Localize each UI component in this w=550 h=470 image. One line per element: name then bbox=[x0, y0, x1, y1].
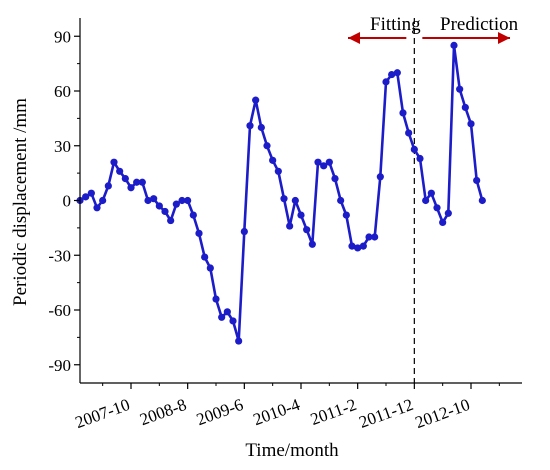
data-point bbox=[478, 196, 486, 205]
data-point bbox=[235, 337, 243, 345]
data-point bbox=[280, 195, 288, 203]
data-point bbox=[461, 103, 469, 112]
x-axis-title: Time/month bbox=[245, 440, 339, 461]
data-point bbox=[314, 158, 322, 166]
data-point bbox=[144, 196, 152, 205]
x-tick-label: 2008-8 bbox=[137, 395, 189, 429]
data-point bbox=[110, 158, 118, 166]
x-tick-label: 2007-10 bbox=[73, 395, 133, 432]
data-point bbox=[161, 207, 169, 216]
data-point bbox=[371, 233, 379, 241]
data-point bbox=[274, 167, 282, 175]
y-tick-label: 0 bbox=[63, 192, 72, 211]
series-line bbox=[79, 44, 484, 343]
data-point bbox=[99, 196, 107, 205]
axes: -90 -60 -30 0 30 60 90 2007-10 2008-8 2009-6 2010-… bbox=[48, 18, 522, 432]
data-point bbox=[257, 123, 265, 132]
data-point bbox=[405, 129, 413, 137]
data-point bbox=[439, 218, 447, 226]
data-point bbox=[229, 317, 237, 325]
data-point bbox=[167, 216, 175, 225]
data-point bbox=[121, 175, 129, 183]
prediction-arrow-head bbox=[498, 32, 510, 44]
x-tick-label: 2010-4 bbox=[251, 395, 303, 429]
data-point bbox=[303, 226, 311, 234]
annotations: Fitting Prediction bbox=[348, 14, 519, 44]
y-tick-label: -60 bbox=[48, 301, 71, 320]
x-tick-label: 2012-10 bbox=[413, 395, 473, 432]
data-point bbox=[410, 145, 418, 153]
x-tick-label: 2009-6 bbox=[194, 395, 246, 429]
data-point bbox=[473, 176, 481, 185]
y-tick-label: -90 bbox=[48, 356, 71, 375]
data-point bbox=[456, 85, 464, 93]
data-point bbox=[297, 211, 305, 219]
data-point bbox=[87, 189, 95, 197]
y-tick-label: -30 bbox=[48, 246, 71, 265]
data-point bbox=[286, 222, 294, 230]
data-point bbox=[393, 69, 401, 77]
data-point bbox=[263, 142, 271, 150]
data-point bbox=[189, 211, 197, 219]
data-point bbox=[133, 178, 141, 186]
data-point bbox=[444, 209, 452, 217]
data-point bbox=[184, 196, 192, 205]
y-axis-title: Periodic displacement /mm bbox=[10, 98, 31, 306]
data-point bbox=[382, 78, 390, 86]
data-point bbox=[308, 240, 316, 248]
data-point bbox=[433, 204, 441, 212]
data-point bbox=[240, 227, 248, 236]
y-tick-label: 30 bbox=[54, 137, 71, 156]
fitting-label: Fitting bbox=[370, 14, 421, 35]
y-tick-label: 90 bbox=[54, 27, 71, 46]
data-point bbox=[82, 193, 90, 201]
data-point bbox=[342, 211, 350, 219]
data-point bbox=[155, 202, 163, 210]
data-point bbox=[354, 244, 362, 252]
data-point bbox=[416, 154, 424, 163]
data-point bbox=[150, 195, 158, 203]
data-point bbox=[269, 156, 277, 164]
data-point bbox=[127, 184, 135, 192]
data-point bbox=[104, 182, 112, 190]
x-tick-label: 2011-12 bbox=[357, 395, 416, 432]
data-point bbox=[320, 162, 328, 170]
plot-area bbox=[76, 18, 486, 383]
data-point bbox=[201, 253, 209, 261]
prediction-label: Prediction bbox=[440, 14, 519, 35]
data-point bbox=[376, 173, 384, 181]
data-point bbox=[422, 196, 430, 205]
data-point bbox=[348, 242, 356, 250]
data-point bbox=[427, 189, 435, 197]
data-point bbox=[218, 313, 226, 321]
data-point bbox=[138, 178, 146, 186]
fitting-arrow-head bbox=[348, 32, 360, 44]
data-point bbox=[178, 196, 186, 205]
data-point bbox=[223, 308, 231, 316]
data-point bbox=[252, 96, 260, 104]
data-point bbox=[172, 200, 180, 208]
data-point bbox=[331, 175, 339, 183]
data-point bbox=[93, 204, 101, 212]
data-point bbox=[291, 196, 299, 205]
data-point bbox=[195, 229, 203, 237]
data-point bbox=[388, 70, 396, 79]
data-point bbox=[116, 167, 124, 175]
data-point bbox=[337, 196, 345, 205]
data-point bbox=[212, 295, 220, 303]
x-tick-label: 2011-2 bbox=[308, 395, 359, 429]
data-point bbox=[246, 122, 254, 130]
y-tick-label: 60 bbox=[54, 82, 71, 101]
data-point bbox=[450, 41, 458, 49]
data-point bbox=[467, 120, 475, 128]
data-point bbox=[365, 233, 373, 241]
data-point bbox=[325, 158, 333, 166]
data-point bbox=[399, 109, 407, 117]
data-point bbox=[206, 264, 214, 272]
data-point bbox=[359, 242, 367, 250]
